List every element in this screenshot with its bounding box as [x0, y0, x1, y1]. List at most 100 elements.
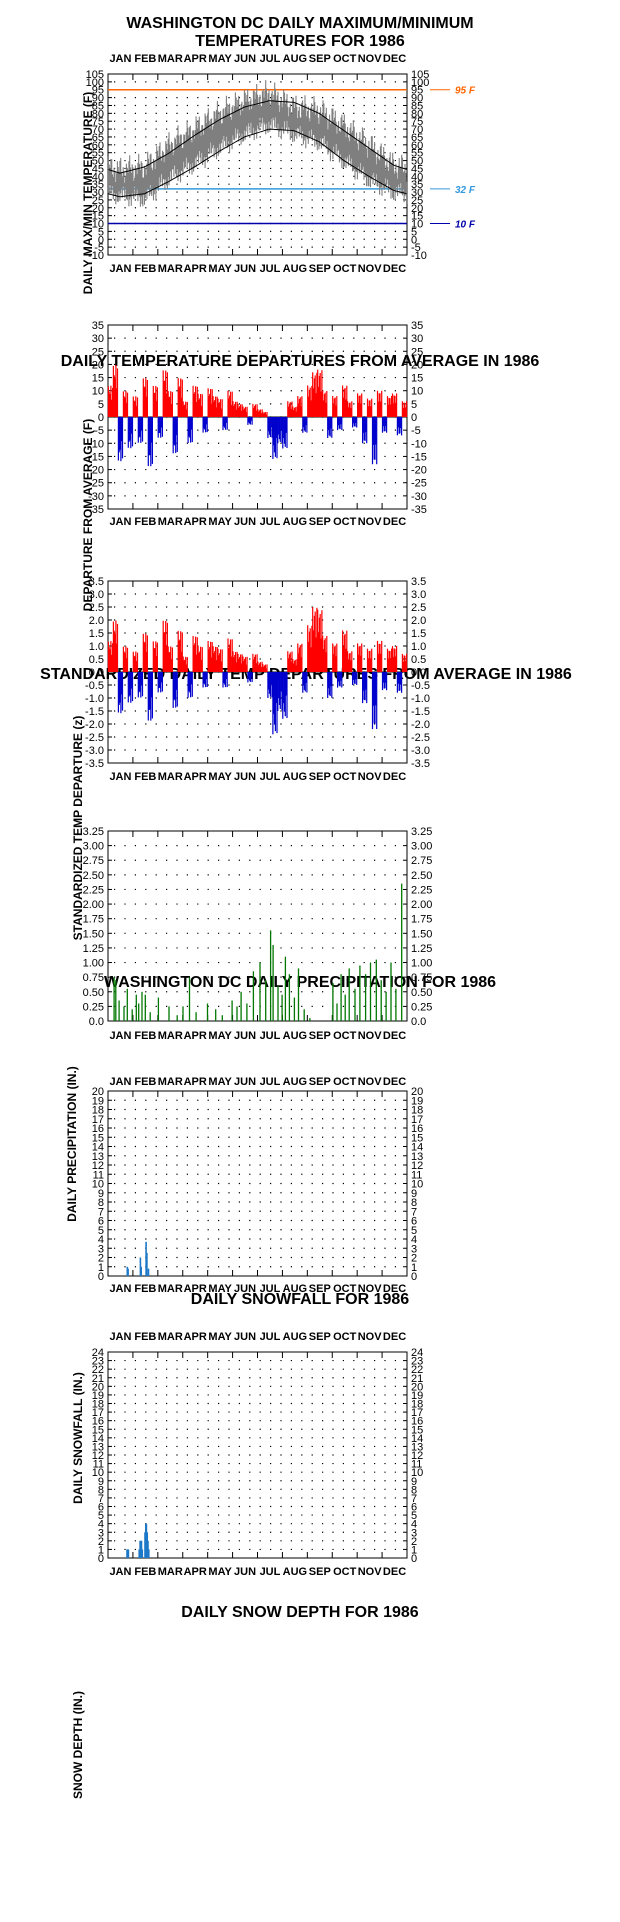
y-tick-label: 1 [98, 1544, 104, 1556]
month-label: APR [184, 53, 207, 65]
y-tick-label: 0.50 [411, 987, 432, 999]
month-label: MAY [208, 1076, 232, 1088]
y-tick-label: 9 [411, 1188, 417, 1200]
y-tick-label: 4 [411, 1234, 417, 1246]
y-tick-label: 6 [411, 1502, 417, 1514]
month-label: OCT [333, 1566, 357, 1578]
month-label: OCT [333, 1283, 357, 1295]
y-tick-label: 3.5 [411, 576, 426, 588]
month-label: FEB [134, 1030, 156, 1042]
y-tick-label: 10 [411, 1467, 423, 1479]
month-label: JAN [109, 516, 131, 528]
month-label: JUL [260, 771, 281, 783]
y-tick-label: 2 [98, 1253, 104, 1265]
y-tick-label: 16 [411, 1123, 423, 1135]
month-label: SEP [309, 1566, 331, 1578]
month-label: SEP [309, 1283, 331, 1295]
y-tick-label: 5 [98, 399, 104, 411]
month-label: DEC [383, 1076, 406, 1088]
y-tick-label: 14 [92, 1142, 104, 1154]
y-tick-label: 9 [98, 1476, 104, 1488]
y-tick-label: 1.50 [411, 928, 432, 940]
y-tick-label: 1.5 [411, 628, 426, 640]
y-tick-label: -15 [88, 451, 104, 463]
y-tick-label: 19 [92, 1390, 104, 1402]
y-axis-label: DAILY MAX/MIN TEMPERATURE (F) [81, 92, 95, 294]
y-tick-label: 6 [411, 1216, 417, 1228]
y-tick-label: 3.0 [411, 589, 426, 601]
y-tick-label: 20 [411, 359, 423, 371]
y-tick-label: 15 [411, 211, 423, 223]
y-tick-label: 2 [98, 1536, 104, 1548]
y-tick-label: 20 [411, 203, 423, 215]
month-label: MAR [158, 1030, 183, 1042]
y-tick-label: 9 [98, 1188, 104, 1200]
month-label: AUG [283, 516, 307, 528]
y-tick-label: 2.5 [411, 602, 426, 614]
y-tick-label: 25 [92, 346, 104, 358]
month-label: DEC [383, 516, 406, 528]
month-label: MAR [158, 771, 183, 783]
y-tick-label: 11 [93, 1459, 104, 1471]
month-label: MAY [208, 1566, 232, 1578]
y-tick-label: 22 [92, 1364, 104, 1376]
month-label: MAR [158, 516, 183, 528]
plot-frame [107, 1351, 408, 1559]
y-tick-label: 2.50 [411, 870, 432, 882]
month-label: MAY [208, 771, 232, 783]
month-label: SEP [309, 263, 331, 275]
y-tick-label: -20 [411, 465, 427, 477]
month-label: DEC [383, 1566, 406, 1578]
y-tick-label: 2.0 [89, 615, 104, 627]
y-tick-label: -10 [88, 250, 104, 262]
y-tick-label: -0.5 [85, 680, 104, 692]
y-tick-label: 12 [92, 1160, 104, 1172]
y-tick-label: 15 [411, 1424, 423, 1436]
y-tick-label: 17 [92, 1114, 104, 1126]
y-tick-label: 70 [411, 124, 423, 136]
y-tick-label: 0.25 [83, 1001, 104, 1013]
y-tick-label: 10 [92, 386, 104, 398]
y-tick-label: 35 [92, 179, 104, 191]
plot-area: JANJANFEBFEBMARMARAPRAPRMAYMAYJUNJUNJULJ… [92, 1331, 424, 1578]
y-tick-label: 50 [411, 156, 423, 168]
month-label: AUG [283, 1566, 307, 1578]
y-axis-label: DAILY PRECIPITATION (IN.) [65, 1066, 79, 1222]
month-label: JUN [234, 1331, 256, 1343]
y-tick-label: 105 [86, 69, 104, 81]
y-tick-label: -1.0 [411, 693, 430, 705]
month-label: DEC [383, 1283, 406, 1295]
y-tick-label: 1.0 [411, 641, 426, 653]
month-label: AUG [283, 1030, 307, 1042]
y-tick-label: 0.0 [89, 1016, 104, 1028]
y-tick-label: 15 [92, 1132, 104, 1144]
y-tick-label: -5 [94, 242, 104, 254]
y-tick-label: 1.50 [83, 928, 104, 940]
y-tick-label: 1.75 [411, 914, 432, 926]
reference-line-label: 10 F [455, 220, 476, 231]
y-tick-label: 30 [411, 333, 423, 345]
y-tick-label: -2.5 [411, 732, 430, 744]
month-label: SEP [309, 1076, 331, 1088]
plot-area: JANJANFEBFEBMARMARAPRAPRMAYMAYJUNJUNJULJ… [86, 53, 476, 275]
chart-temperature: WASHINGTON DC DAILY MAXIMUM/MINIMUM TEMP… [81, 15, 474, 294]
y-tick-label: 5 [98, 1510, 104, 1522]
y-tick-label: 17 [411, 1114, 423, 1126]
month-label: SEP [309, 516, 331, 528]
y-tick-label: 24 [411, 1347, 423, 1359]
y-tick-label: 3.00 [83, 841, 104, 853]
y-tick-label: 16 [411, 1416, 423, 1428]
chart-departures: DAILY TEMPERATURE DEPARTURES FROM AVERAG… [61, 353, 540, 611]
y-tick-label: 10 [411, 1179, 423, 1191]
month-label: FEB [134, 1566, 156, 1578]
y-tick-label: 3.0 [89, 589, 104, 601]
y-tick-label: 100 [411, 77, 429, 89]
y-tick-label: 90 [411, 93, 423, 105]
y-tick-label: 100 [86, 77, 104, 89]
y-tick-label: -3.5 [85, 758, 104, 770]
y-tick-label: 8 [98, 1484, 104, 1496]
month-label: DEC [383, 771, 406, 783]
y-tick-label: 35 [411, 320, 423, 332]
y-tick-label: -5 [411, 242, 421, 254]
month-label: DEC [383, 1331, 406, 1343]
